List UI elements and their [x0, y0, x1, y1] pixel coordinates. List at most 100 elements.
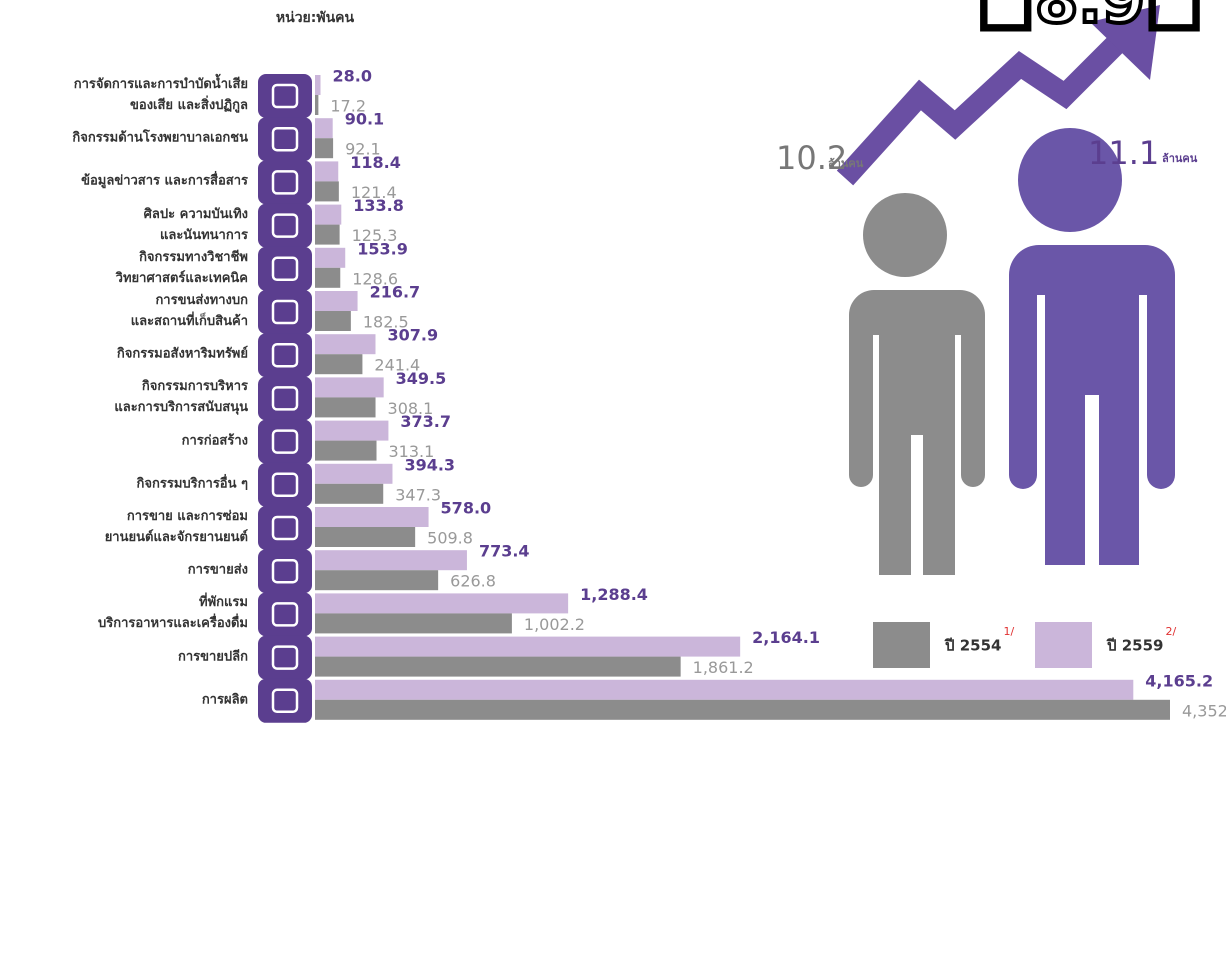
bar: [315, 181, 339, 202]
value-label: 153.9: [357, 239, 408, 258]
bar: [315, 267, 341, 288]
icon-glyph: [271, 688, 299, 714]
bar: [315, 440, 377, 461]
bar: [315, 463, 393, 484]
value-label: 349.5: [396, 369, 447, 388]
category-icon: [258, 462, 312, 507]
bar: [315, 138, 334, 159]
legend-label: ปี 2559: [1106, 637, 1163, 655]
category-label: ข้อมูลข่าวสาร และการสื่อสาร: [81, 173, 248, 189]
bar: [315, 118, 333, 139]
value-label: 307.9: [387, 326, 438, 345]
value-label: 313.1: [389, 442, 435, 461]
bar: [315, 247, 346, 268]
icon-glyph: [271, 170, 299, 195]
legend-swatch: [873, 622, 930, 668]
category-label: การจัดการและการบำบัดน้ำเสีย ของเสีย และส…: [73, 77, 248, 113]
bar: [315, 420, 389, 441]
category-icon: [258, 333, 312, 378]
value-label: 394.3: [404, 455, 455, 474]
bar: [315, 507, 429, 527]
trend-arrow: [836, 32, 1128, 186]
value-label: 578.0: [441, 499, 492, 518]
bar: [315, 636, 741, 657]
bar: [315, 291, 358, 311]
icon-glyph: [271, 342, 299, 368]
category-icon: [258, 592, 312, 637]
category-label: กิจกรรมการบริหาร และการบริการสนับสนุน: [114, 379, 248, 416]
category-icon: [258, 74, 312, 118]
icon-glyph: [271, 515, 299, 541]
category-icon: [258, 376, 312, 421]
legend-note: 1/: [1004, 625, 1015, 638]
bar: [315, 334, 376, 355]
icon-glyph: [271, 472, 299, 498]
value-label: 626.8: [450, 572, 496, 591]
value-label: 133.8: [353, 196, 404, 215]
value-label: 118.4: [350, 153, 401, 172]
value-label: 2,164.1: [752, 628, 820, 647]
value-label: 90.1: [345, 110, 384, 129]
category-label: กิจกรรมอสังหาริมทรัพย์: [116, 346, 248, 362]
legend-note: 2/: [1166, 625, 1177, 638]
value-label: 347.3: [395, 485, 441, 504]
bar: [315, 593, 569, 614]
value-label: 216.7: [370, 283, 421, 302]
bar: [315, 656, 681, 677]
category-label: การก่อสร้าง: [181, 433, 248, 449]
value-label: 1,288.4: [580, 585, 648, 604]
category-label: การขาย และการซ่อม ยานยนต์และจักรยานยนต์: [104, 509, 248, 545]
chart-title: หน่วย:พันคน: [276, 10, 355, 26]
annotation-unit: ล้านคน: [828, 157, 864, 170]
bar: [315, 570, 439, 591]
value-label: 125.3: [352, 226, 398, 245]
bar: [315, 95, 319, 115]
category-label: กิจกรรมบริการอื่น ๆ: [136, 476, 248, 492]
value-label: 28.0: [333, 67, 372, 86]
category-icon: [258, 290, 312, 334]
bar: [315, 679, 1134, 700]
category-icon: [258, 678, 312, 723]
bar: [315, 161, 339, 182]
value-label: 17.2: [330, 97, 366, 116]
bar: [315, 550, 467, 571]
icon-glyph: [271, 645, 299, 670]
value-label: 121.4: [351, 183, 397, 202]
category-icon: [258, 635, 312, 680]
bar: [315, 699, 1170, 720]
bar: [315, 397, 376, 418]
icon-glyph: [271, 256, 299, 282]
bar: [315, 527, 416, 547]
bar: [315, 377, 384, 398]
value-label: 241.4: [374, 356, 420, 375]
category-label: การผลิต: [201, 692, 248, 708]
headline: □8.9□: [977, 0, 1204, 37]
category-icon: [258, 160, 312, 205]
category-label: การขายส่ง: [187, 562, 248, 578]
value-label: 128.6: [352, 269, 398, 288]
bar: [315, 311, 351, 331]
bar: [315, 613, 512, 634]
annotation-value: 11.1: [1088, 134, 1159, 172]
category-icon: [258, 117, 312, 162]
category-icon: [258, 419, 312, 464]
value-label: 373.7: [400, 412, 451, 431]
person-2559: [995, 128, 1175, 565]
value-label: 4,165.2: [1145, 671, 1213, 690]
icon-glyph: [271, 558, 299, 584]
value-label: 182.5: [363, 313, 409, 332]
bar: [315, 204, 342, 225]
person-2554: [840, 193, 985, 575]
bar: [315, 354, 363, 375]
annotation-unit: ล้านคน: [1162, 152, 1198, 165]
icon-glyph: [271, 602, 299, 627]
legend-label: ปี 2554: [944, 637, 1001, 655]
category-label: การขายปลีก: [177, 649, 248, 665]
bar: [315, 224, 340, 245]
value-label: 1,861.2: [693, 658, 754, 677]
category-icon: [258, 549, 312, 594]
category-label: การขนส่งทางบก และสถานที่เก็บสินค้า: [130, 293, 248, 329]
category-icon: [258, 203, 312, 248]
